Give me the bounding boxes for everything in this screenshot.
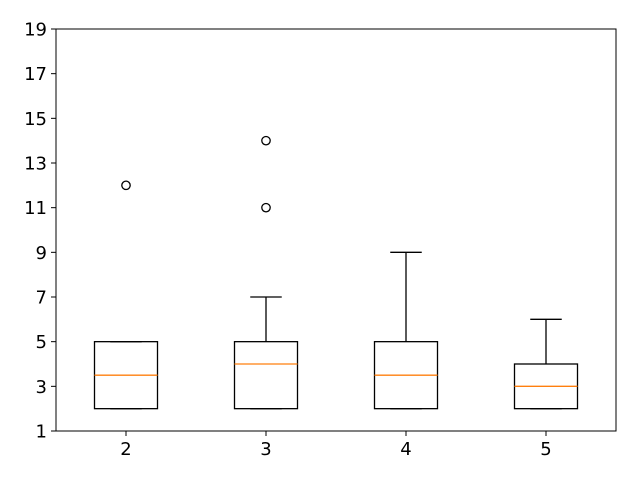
y-tick-label: 19: [24, 20, 47, 41]
box-group-3: [233, 135, 299, 410]
x-tick-label: 2: [120, 439, 131, 460]
y-tick-label: 5: [36, 332, 47, 353]
y-tick-label: 3: [36, 377, 47, 398]
y-tick-label: 17: [24, 64, 47, 85]
box-group-4: [373, 251, 439, 410]
y-tick-label: 1: [36, 422, 47, 443]
y-tick-label: 7: [36, 288, 47, 309]
box-group-5: [513, 318, 579, 410]
x-tick-label: 5: [540, 439, 551, 460]
plot-frame: [55, 28, 617, 432]
box-iqr: [233, 341, 299, 410]
y-tick-label: 9: [36, 243, 47, 264]
box-group-2: [93, 180, 159, 410]
x-tick-label: 4: [400, 439, 411, 460]
outlier-point: [261, 135, 271, 146]
y-tick-label: 11: [24, 198, 47, 219]
outlier-point: [261, 202, 271, 213]
outlier-point: [121, 180, 131, 191]
y-tick-label: 13: [24, 154, 47, 175]
plot-layer: [93, 135, 579, 410]
y-tick-label: 15: [24, 109, 47, 130]
x-tick-label: 3: [260, 439, 271, 460]
